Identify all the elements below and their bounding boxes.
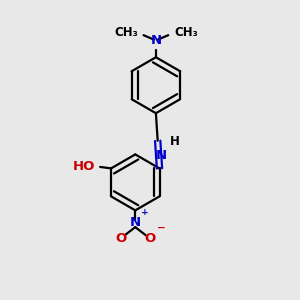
Text: CH₃: CH₃ bbox=[114, 26, 138, 39]
Text: N: N bbox=[150, 34, 161, 47]
Text: N: N bbox=[130, 216, 141, 229]
Text: N: N bbox=[155, 149, 167, 162]
Text: +: + bbox=[141, 208, 148, 217]
Text: −: − bbox=[157, 223, 165, 233]
Text: CH₃: CH₃ bbox=[174, 26, 198, 39]
Text: O: O bbox=[115, 232, 126, 244]
Text: H: H bbox=[170, 135, 180, 148]
Text: O: O bbox=[144, 232, 156, 244]
Text: HO: HO bbox=[73, 160, 95, 173]
